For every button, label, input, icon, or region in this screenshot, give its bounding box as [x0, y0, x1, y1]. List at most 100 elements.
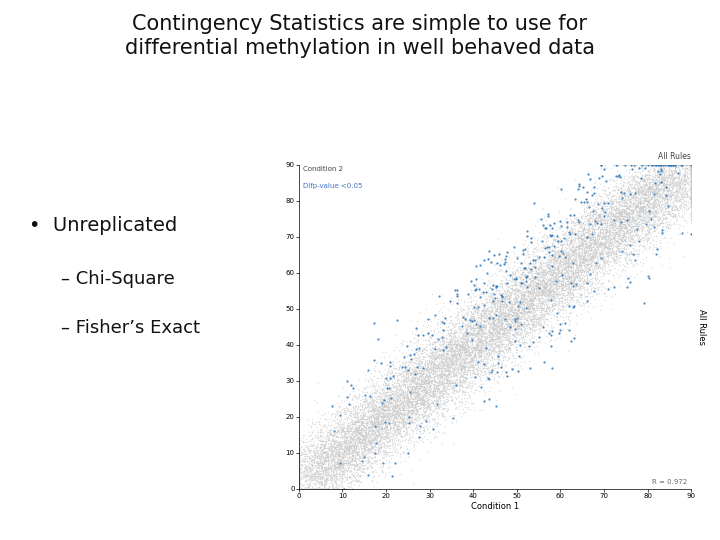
Point — [366, 435, 378, 443]
Point — [610, 268, 621, 277]
Point — [667, 160, 678, 169]
Point — [544, 291, 555, 299]
Point — [413, 413, 424, 421]
Point — [561, 256, 572, 265]
Point — [501, 270, 513, 279]
Point — [571, 311, 582, 320]
Point — [323, 433, 335, 441]
Point — [582, 247, 594, 255]
Point — [359, 447, 370, 455]
Point — [383, 451, 395, 460]
Point — [563, 253, 575, 261]
Point — [333, 471, 345, 480]
Point — [371, 406, 382, 414]
Point — [607, 213, 618, 222]
Point — [420, 352, 431, 360]
Point — [504, 339, 516, 347]
Point — [438, 347, 450, 355]
Point — [582, 251, 593, 259]
Point — [485, 291, 497, 300]
Point — [607, 216, 618, 225]
Point — [511, 328, 523, 337]
Point — [531, 310, 542, 319]
Point — [481, 343, 492, 352]
Point — [643, 220, 654, 228]
Point — [509, 318, 521, 327]
Point — [579, 209, 590, 218]
Point — [323, 465, 334, 474]
Point — [606, 219, 617, 228]
Point — [586, 227, 598, 236]
Point — [648, 210, 660, 218]
Point — [582, 279, 594, 287]
Point — [523, 281, 534, 289]
Point — [386, 411, 397, 420]
Point — [653, 185, 665, 194]
Point — [454, 378, 466, 387]
Point — [382, 410, 393, 419]
Point — [405, 386, 417, 395]
Point — [585, 229, 597, 238]
Point — [356, 415, 367, 424]
Point — [293, 484, 305, 493]
Point — [373, 414, 384, 423]
Point — [637, 208, 649, 217]
Point — [354, 447, 365, 456]
Point — [608, 197, 619, 205]
Point — [366, 476, 377, 484]
Point — [546, 306, 558, 315]
Point — [358, 383, 369, 392]
Point — [576, 211, 588, 219]
Point — [295, 447, 307, 456]
Point — [541, 285, 553, 293]
Point — [583, 238, 595, 246]
Point — [642, 233, 653, 242]
Point — [381, 397, 392, 406]
Point — [562, 282, 574, 291]
Point — [585, 206, 597, 215]
Point — [468, 312, 480, 321]
Point — [375, 424, 387, 433]
Point — [374, 426, 385, 434]
Point — [330, 444, 342, 453]
Point — [548, 292, 559, 300]
Point — [632, 241, 644, 249]
Point — [518, 277, 530, 286]
Point — [454, 397, 465, 406]
Point — [557, 241, 568, 249]
Point — [620, 201, 631, 210]
Point — [604, 226, 616, 235]
Point — [353, 437, 364, 446]
Point — [350, 435, 361, 443]
Point — [433, 366, 444, 375]
Point — [564, 275, 575, 284]
Point — [513, 323, 525, 332]
Point — [534, 284, 546, 292]
Point — [307, 472, 318, 481]
Point — [462, 347, 474, 355]
Point — [371, 388, 382, 397]
Point — [354, 453, 365, 462]
Point — [531, 315, 543, 323]
Point — [525, 234, 536, 242]
Point — [412, 425, 423, 434]
Point — [395, 409, 406, 417]
Point — [567, 260, 579, 268]
Point — [531, 265, 543, 274]
Point — [644, 205, 655, 214]
Point — [580, 238, 591, 246]
Point — [403, 410, 415, 419]
Point — [573, 234, 585, 242]
Point — [685, 167, 697, 176]
Point — [418, 365, 430, 374]
Point — [541, 277, 552, 286]
Point — [613, 207, 625, 216]
Point — [534, 325, 546, 333]
Point — [387, 370, 399, 379]
Point — [590, 261, 601, 270]
Point — [574, 271, 585, 279]
Point — [320, 447, 331, 456]
Point — [348, 459, 359, 468]
Point — [662, 197, 674, 206]
Point — [383, 395, 395, 404]
